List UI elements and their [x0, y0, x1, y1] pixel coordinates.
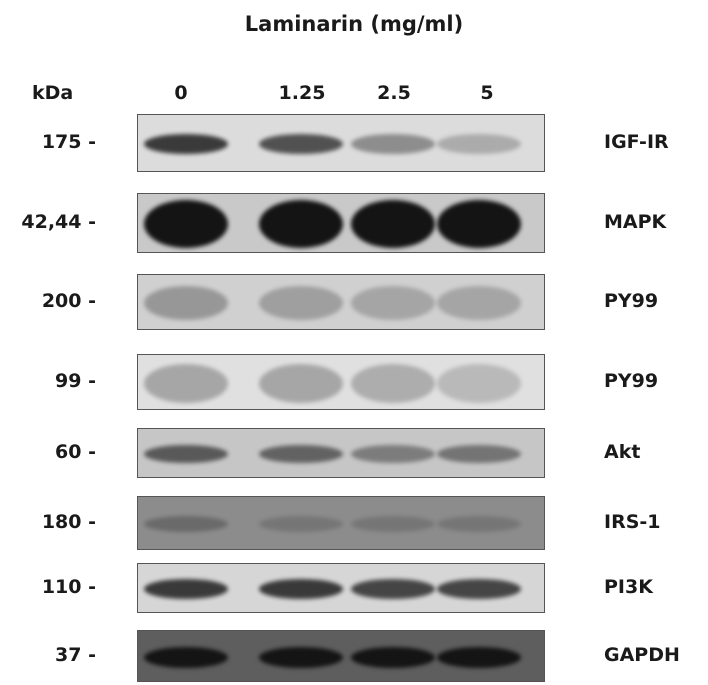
blot-row: 175 - IGF-IR: [0, 114, 708, 172]
protein-band: [437, 646, 521, 668]
protein-band: [351, 134, 435, 154]
molecular-weight-label: 110 -: [41, 576, 96, 598]
molecular-weight-label: 60 -: [55, 441, 96, 463]
protein-band: [144, 445, 228, 463]
protein-band: [259, 516, 343, 532]
protein-band: [144, 646, 228, 668]
blot-row: 110 - PI3K: [0, 563, 708, 613]
protein-band: [437, 134, 521, 154]
protein-band: [437, 445, 521, 463]
protein-band: [437, 579, 521, 599]
protein-band: [144, 579, 228, 599]
lane-label-3: 5: [480, 82, 494, 104]
protein-band: [144, 363, 228, 403]
molecular-weight-label: 99 -: [55, 370, 96, 392]
molecular-weight-label: 200 -: [41, 290, 96, 312]
blot-row: 180 - IRS-1: [0, 496, 708, 550]
blot-row: 60 - Akt: [0, 428, 708, 478]
molecular-weight-label: 37 -: [55, 644, 96, 666]
protein-band: [144, 516, 228, 532]
blot-panel: [137, 193, 545, 253]
blot-panel: [137, 274, 545, 330]
blot-row: 37 - GAPDH: [0, 630, 708, 682]
protein-band: [351, 646, 435, 668]
protein-band: [351, 363, 435, 403]
protein-band: [259, 363, 343, 403]
molecular-weight-label: 42,44 -: [21, 211, 96, 233]
protein-label: IRS-1: [604, 511, 661, 533]
protein-label: PY99: [604, 370, 659, 392]
lane-label-0: 0: [174, 82, 188, 104]
molecular-weight-label: 175 -: [41, 131, 96, 153]
molecular-weight-label: 180 -: [41, 511, 96, 533]
protein-band: [144, 286, 228, 320]
protein-label: GAPDH: [604, 644, 680, 666]
protein-label: PY99: [604, 290, 659, 312]
figure-title: Laminarin (mg/ml): [244, 12, 464, 36]
protein-band: [437, 516, 521, 532]
protein-band: [437, 286, 521, 320]
lane-label-2: 2.5: [377, 82, 411, 104]
protein-band: [437, 363, 521, 403]
protein-band: [259, 579, 343, 599]
protein-band: [437, 200, 521, 248]
blot-panel: [137, 114, 545, 172]
blot-panel: [137, 496, 545, 550]
kda-label: kDa: [32, 82, 74, 104]
protein-band: [144, 134, 228, 154]
blot-row: 99 - PY99: [0, 354, 708, 410]
blot-panel: [137, 563, 545, 613]
blot-panel: [137, 428, 545, 478]
protein-band: [351, 200, 435, 248]
protein-label: Akt: [604, 441, 641, 463]
blot-row: 42,44 - MAPK: [0, 193, 708, 253]
protein-band: [351, 516, 435, 532]
protein-band: [259, 286, 343, 320]
blot-row: 200 - PY99: [0, 274, 708, 330]
protein-band: [259, 646, 343, 668]
protein-band: [144, 200, 228, 248]
protein-band: [259, 445, 343, 463]
protein-band: [259, 134, 343, 154]
blot-panel: [137, 354, 545, 410]
protein-band: [351, 286, 435, 320]
protein-band: [259, 200, 343, 248]
protein-label: IGF-IR: [604, 131, 669, 153]
protein-band: [351, 579, 435, 599]
protein-band: [351, 445, 435, 463]
protein-label: PI3K: [604, 576, 653, 598]
protein-label: MAPK: [604, 211, 667, 233]
blot-panel: [137, 630, 545, 682]
lane-label-1: 1.25: [278, 82, 326, 104]
